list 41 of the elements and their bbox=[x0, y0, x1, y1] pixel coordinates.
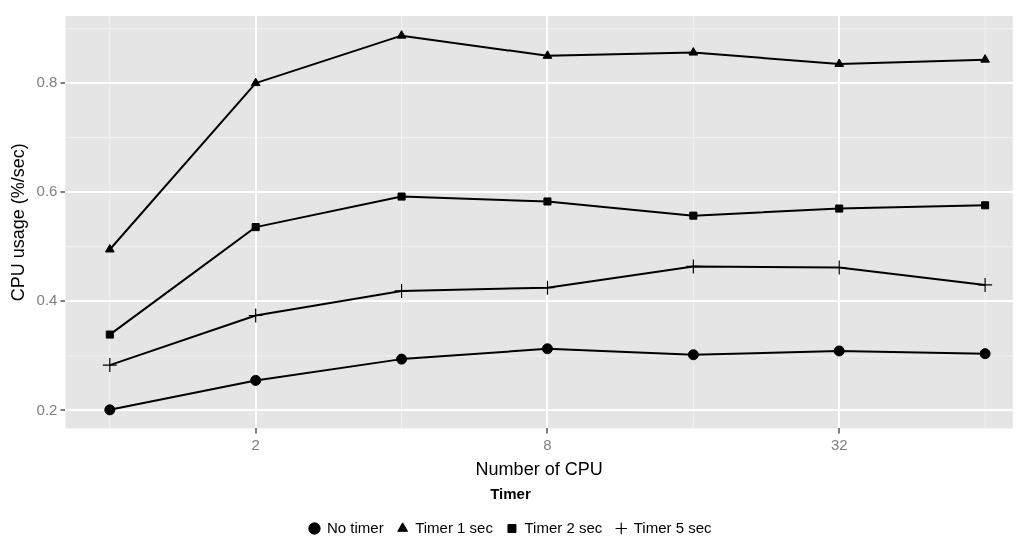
point bbox=[833, 345, 845, 357]
point bbox=[396, 353, 408, 365]
point bbox=[251, 223, 260, 232]
y-tick-label: 0.4 bbox=[36, 291, 58, 309]
legend-title: Timer bbox=[490, 484, 531, 502]
y-tick-label: 0.2 bbox=[36, 400, 58, 418]
point bbox=[979, 348, 991, 360]
point bbox=[543, 197, 552, 206]
point bbox=[542, 50, 553, 59]
point bbox=[248, 307, 264, 324]
y-axis-title: CPU usage (%/sec) bbox=[7, 143, 28, 302]
y-tick-label: 0.6 bbox=[36, 182, 58, 200]
legend-label: Timer 2 sec bbox=[524, 518, 603, 536]
x-tick-label: 8 bbox=[543, 435, 552, 453]
legend-label: No timer bbox=[326, 518, 384, 536]
point bbox=[105, 330, 114, 339]
point bbox=[104, 243, 115, 253]
point bbox=[834, 58, 845, 67]
point bbox=[835, 204, 844, 213]
point bbox=[689, 211, 698, 220]
y-tick-label: 0.8 bbox=[36, 73, 58, 91]
point bbox=[104, 404, 116, 416]
point bbox=[102, 357, 118, 373]
point bbox=[980, 54, 990, 63]
legend-label: Timer 1 sec bbox=[415, 518, 494, 536]
point bbox=[977, 277, 993, 293]
point bbox=[250, 374, 262, 386]
point bbox=[393, 283, 410, 299]
point bbox=[396, 30, 407, 39]
x-tick-label: 32 bbox=[830, 435, 848, 453]
point bbox=[981, 201, 990, 210]
point bbox=[539, 280, 556, 296]
x-axis-title: Number of CPU bbox=[475, 459, 603, 480]
point bbox=[688, 47, 699, 56]
point bbox=[541, 343, 553, 355]
legend-label: Timer 5 sec bbox=[633, 518, 713, 536]
point bbox=[687, 349, 699, 361]
point bbox=[250, 77, 261, 87]
point bbox=[685, 258, 701, 274]
point bbox=[397, 192, 406, 201]
x-tick-label: 2 bbox=[251, 435, 260, 453]
